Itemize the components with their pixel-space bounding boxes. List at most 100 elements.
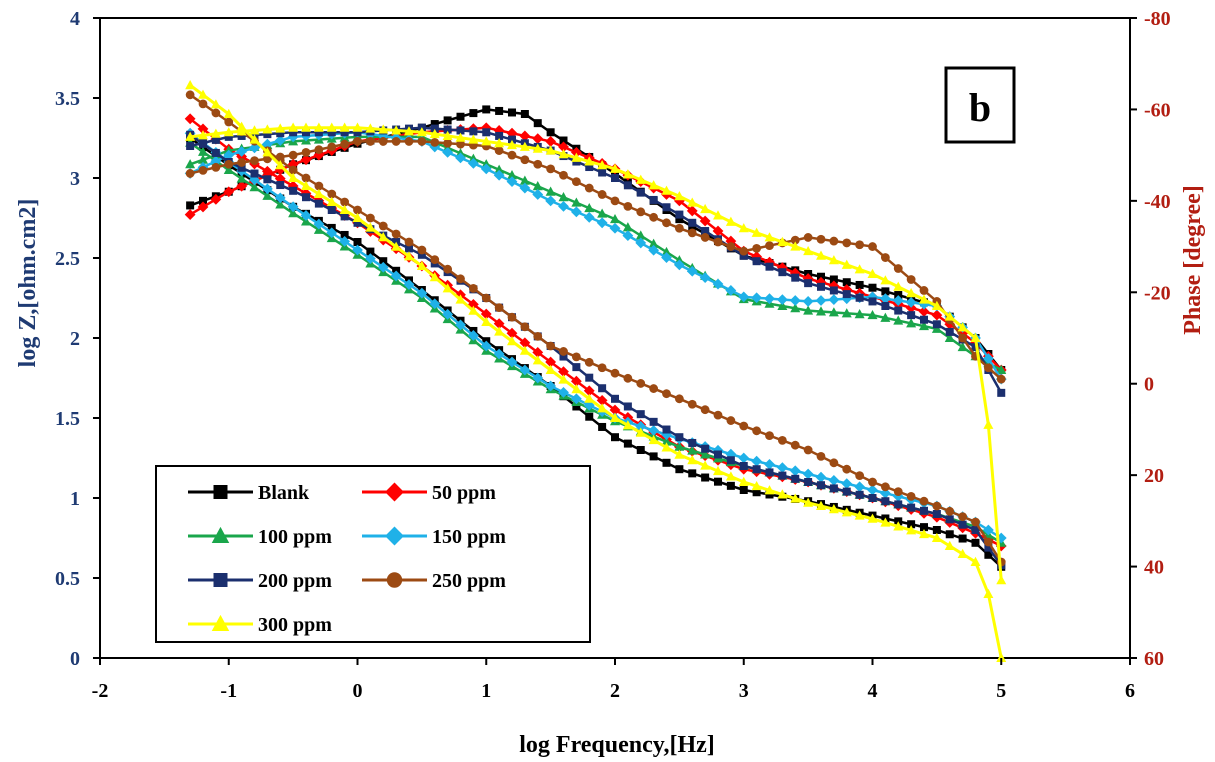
phase-point [945, 327, 954, 336]
logz-point [390, 270, 402, 282]
phase-point [803, 245, 814, 256]
phase-point [957, 341, 968, 352]
logz-point [456, 274, 465, 284]
logz-point [559, 347, 568, 356]
logz-point [739, 421, 749, 431]
logz-point [920, 506, 928, 515]
logz-point [623, 402, 632, 411]
logz-point [532, 347, 544, 358]
phase-point [288, 150, 298, 160]
logz-point [752, 465, 761, 474]
legend-marker [385, 526, 404, 546]
phase-point [752, 244, 762, 253]
phase-point [790, 303, 801, 313]
phase-point [944, 311, 955, 321]
y2-tick-label: 20 [1144, 465, 1164, 487]
phase-point [223, 186, 235, 198]
phase-point [585, 163, 594, 172]
phase-point [635, 237, 647, 249]
logz-point [970, 556, 981, 566]
phase-point [223, 149, 235, 161]
phase-point [365, 123, 376, 133]
logz-point [405, 244, 413, 253]
logz-point [635, 420, 647, 432]
phase-point [353, 137, 362, 146]
phase-point [854, 309, 865, 319]
phase-point [905, 296, 917, 308]
phase-point [480, 163, 492, 175]
phase-point [339, 122, 350, 132]
phase-point [687, 197, 698, 207]
y2-axis-title: Phase [degree] [1180, 185, 1206, 335]
logz-point [622, 420, 633, 430]
phase-point [996, 374, 1006, 384]
phase-point [957, 322, 968, 332]
logz-point [340, 197, 350, 207]
logz-point [571, 352, 581, 362]
legend-item: 50 ppm [362, 482, 496, 504]
logz-point [945, 515, 954, 524]
phase-point [417, 137, 427, 146]
logz-point [597, 403, 608, 413]
logz-point [611, 433, 619, 442]
logz-point [983, 537, 993, 547]
y-tick-label: 4 [70, 8, 80, 30]
legend: Blank 50 ppm 100 ppm 150 ppm 200 ppm 250 ppm 3… [155, 465, 591, 643]
logz-point [752, 488, 761, 497]
logz-point [558, 374, 569, 384]
logz-point [584, 357, 594, 367]
phase-point [687, 228, 697, 238]
phase-point [210, 128, 221, 138]
logz-point [636, 379, 646, 388]
phase-point [765, 241, 774, 251]
phase-point [802, 296, 814, 307]
logz-point [623, 373, 633, 383]
phase-point [520, 110, 529, 118]
phase-point [816, 250, 826, 260]
phase-point [713, 237, 723, 247]
phase-point [429, 128, 440, 139]
phase-point [249, 142, 260, 154]
panel-label-text: b [969, 85, 991, 130]
logz-point [752, 426, 762, 436]
logz-point [791, 474, 800, 483]
x-tick-label: 5 [996, 680, 1006, 702]
phase-point [430, 137, 440, 147]
panel-label: b [944, 66, 1016, 144]
logz-point [662, 389, 671, 399]
logz-point [598, 384, 607, 393]
logz-point [815, 471, 827, 483]
logz-point [881, 497, 890, 506]
phase-point [184, 209, 196, 220]
phase-point [997, 388, 1006, 397]
phase-point [313, 122, 324, 132]
logz-point [867, 513, 878, 523]
logz-point [701, 473, 710, 482]
logz-point [789, 465, 801, 477]
phase-point [983, 363, 993, 373]
legend-label: 100 ppm [258, 526, 332, 548]
phase-point [906, 288, 917, 298]
phase-point [468, 134, 479, 144]
logz-point [313, 218, 325, 230]
logz-point [519, 337, 531, 349]
logz-point [314, 181, 324, 191]
phase-point [570, 206, 582, 218]
phase-point [931, 309, 943, 321]
logz-point [817, 481, 825, 490]
phase-point [469, 109, 478, 118]
logz-point [532, 355, 543, 365]
logz-point [416, 287, 428, 299]
logz-point [778, 471, 787, 480]
phase-line [189, 126, 1003, 581]
phase-point [983, 419, 994, 429]
phase-point [571, 152, 582, 162]
logz-point [353, 218, 362, 227]
phase-point [506, 176, 518, 188]
phase-point [789, 295, 801, 306]
phase-point [611, 174, 619, 182]
logz-point [907, 520, 916, 529]
phase-point [416, 127, 427, 137]
logz-point [520, 322, 530, 332]
x-tick-label: 1 [481, 680, 491, 702]
